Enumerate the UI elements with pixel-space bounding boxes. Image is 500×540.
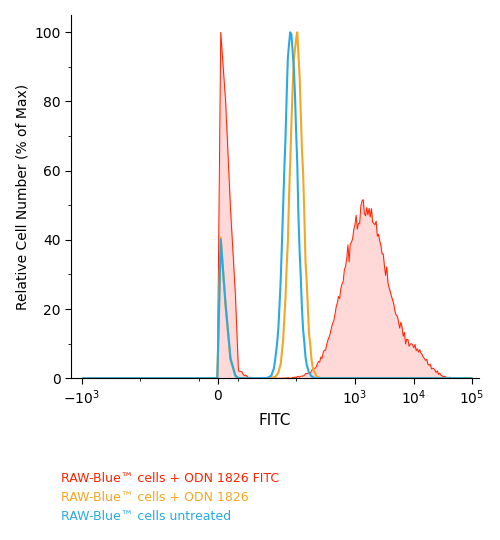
Y-axis label: Relative Cell Number (% of Max): Relative Cell Number (% of Max): [15, 84, 29, 309]
X-axis label: FITC: FITC: [259, 413, 291, 428]
Legend: RAW-Blue™ cells + ODN 1826 FITC, RAW-Blue™ cells + ODN 1826, RAW-Blue™ cells unt: RAW-Blue™ cells + ODN 1826 FITC, RAW-Blu…: [56, 467, 284, 528]
